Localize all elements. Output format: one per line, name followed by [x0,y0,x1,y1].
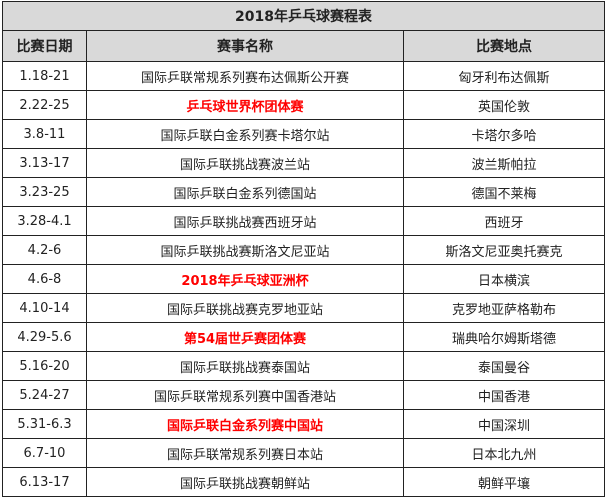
location-cell: 卡塔尔多哈 [402,119,606,149]
location-cell: 西班牙 [402,206,606,236]
table-row: 5.31-6.3 国际乒联白金系列赛中国站 中国深圳 [2,409,606,439]
date-cell: 6.13-17 [2,467,87,497]
table-row: 4.6-8 2018年乒乓球亚洲杯 日本横滨 [2,264,606,294]
table-row: 5.16-20 国际乒联挑战赛泰国站 泰国曼谷 [2,351,606,381]
event-cell: 国际乒联挑战赛西班牙站 [86,206,404,236]
date-cell: 1.18-21 [2,61,87,91]
event-cell: 2018年乒乓球亚洲杯 [86,264,404,294]
table-row: 6.7-10 国际乒联常规系列赛日本站 日本北九州 [2,438,606,468]
table-row: 6.13-17 国际乒联挑战赛朝鲜站 朝鲜平壤 [2,467,606,497]
location-cell: 中国深圳 [402,409,606,439]
table-row: 3.23-25 国际乒联白金系列德国站 德国不莱梅 [2,177,606,207]
location-cell: 泰国曼谷 [402,351,606,381]
table-row: 3.8-11 国际乒联白金系列赛卡塔尔站 卡塔尔多哈 [2,119,606,149]
event-cell: 国际乒联挑战赛朝鲜站 [86,467,404,497]
header-row: 比赛日期 赛事名称 比赛地点 [2,30,606,62]
table-row: 5.24-27 国际乒联常规系列赛中国香港站 中国香港 [2,380,606,410]
location-cell: 瑞典哈尔姆斯塔德 [402,322,606,352]
location-cell: 英国伦敦 [402,90,606,120]
event-cell: 国际乒联白金系列赛中国站 [86,409,404,439]
event-cell: 第54届世乒赛团体赛 [86,322,404,352]
date-cell: 6.7-10 [2,438,87,468]
location-cell: 克罗地亚萨格勒布 [402,293,606,323]
event-cell: 国际乒联常规系列赛中国香港站 [86,380,404,410]
table-title: 2018年乒乓球赛程表 [1,1,606,31]
location-cell: 日本横滨 [402,264,606,294]
table-row: 3.13-17 国际乒联挑战赛波兰站 波兰斯帕拉 [2,148,606,178]
date-cell: 3.13-17 [2,148,87,178]
date-cell: 4.2-6 [2,235,87,265]
location-cell: 德国不莱梅 [402,177,606,207]
event-cell: 国际乒联挑战赛泰国站 [86,351,404,381]
event-cell: 国际乒联挑战赛波兰站 [86,148,404,178]
event-cell: 国际乒联挑战赛克罗地亚站 [86,293,404,323]
table-row: 3.28-4.1 国际乒联挑战赛西班牙站 西班牙 [2,206,606,236]
date-cell: 4.10-14 [2,293,87,323]
table-row: 4.29-5.6 第54届世乒赛团体赛 瑞典哈尔姆斯塔德 [2,322,606,352]
header-date: 比赛日期 [2,30,87,62]
location-cell: 中国香港 [402,380,606,410]
date-cell: 5.24-27 [2,380,87,410]
location-cell: 日本北九州 [402,438,606,468]
location-cell: 波兰斯帕拉 [402,148,606,178]
table-row: 4.2-6 国际乒联挑战赛斯洛文尼亚站 斯洛文尼亚奥托赛克 [2,235,606,265]
event-cell: 国际乒联白金系列德国站 [86,177,404,207]
date-cell: 4.29-5.6 [2,322,87,352]
table-row: 4.10-14 国际乒联挑战赛克罗地亚站 克罗地亚萨格勒布 [2,293,606,323]
location-cell: 匈牙利布达佩斯 [402,61,606,91]
header-event: 赛事名称 [86,30,404,62]
date-cell: 3.23-25 [2,177,87,207]
date-cell: 5.31-6.3 [2,409,87,439]
event-cell: 国际乒联挑战赛斯洛文尼亚站 [86,235,404,265]
event-cell: 乒乓球世界杯团体赛 [86,90,404,120]
date-cell: 2.22-25 [2,90,87,120]
event-cell: 国际乒联常规系列赛日本站 [86,438,404,468]
date-cell: 5.16-20 [2,351,87,381]
table-row: 2.22-25 乒乓球世界杯团体赛 英国伦敦 [2,90,606,120]
location-cell: 斯洛文尼亚奥托赛克 [402,235,606,265]
header-location: 比赛地点 [402,30,606,62]
location-cell: 朝鲜平壤 [402,467,606,497]
event-cell: 国际乒联常规系列赛布达佩斯公开赛 [86,61,404,91]
event-cell: 国际乒联白金系列赛卡塔尔站 [86,119,404,149]
date-cell: 3.28-4.1 [2,206,87,236]
date-cell: 3.8-11 [2,119,87,149]
title-row: 2018年乒乓球赛程表 [1,1,606,31]
table-row: 1.18-21 国际乒联常规系列赛布达佩斯公开赛 匈牙利布达佩斯 [2,61,606,91]
date-cell: 4.6-8 [2,264,87,294]
